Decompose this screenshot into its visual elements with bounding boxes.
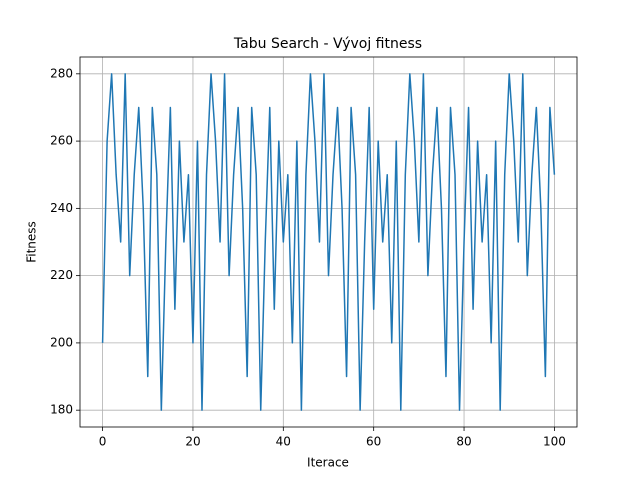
axes-frame	[79, 56, 578, 428]
y-axis-label: Fitness	[25, 221, 39, 263]
y-tick-label: 280	[50, 66, 73, 80]
y-tick-label: 260	[50, 134, 73, 148]
x-tick-label: 100	[543, 435, 566, 449]
x-tick-label: 40	[276, 435, 291, 449]
y-tick-label: 240	[50, 201, 73, 215]
chart-title: Tabu Search - Vývoj fitness	[233, 36, 422, 52]
y-tick-label: 220	[50, 268, 73, 282]
x-tick-label: 60	[366, 435, 381, 449]
data-line	[101, 73, 556, 411]
x-tick-label: 80	[456, 435, 471, 449]
x-axis-label: Iterace	[307, 456, 349, 470]
plot-area: 0 20 40 60 80 100 180 200 220 240 260 280	[50, 57, 577, 449]
y-tick-label: 180	[50, 403, 73, 417]
x-tick-label: 20	[185, 435, 200, 449]
x-tick-label: 0	[99, 435, 107, 449]
y-tick-label: 200	[50, 335, 73, 349]
